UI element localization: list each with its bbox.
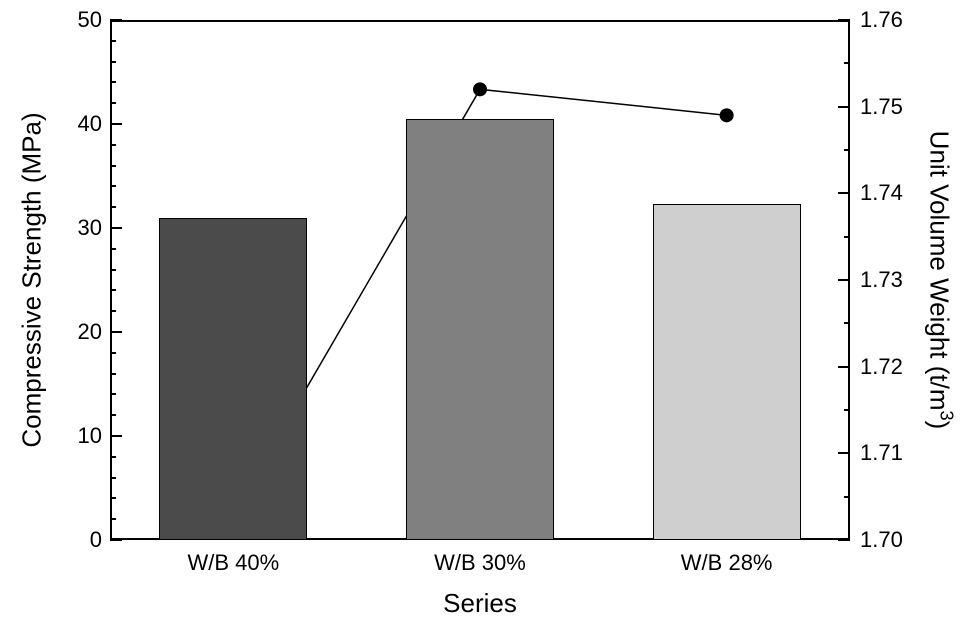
y-left-minor-tick: [110, 269, 116, 271]
y-left-major-tick: [110, 331, 122, 333]
y-left-tick-label: 0: [90, 527, 102, 553]
y-right-tick-label: 1.72: [860, 354, 903, 380]
y-left-minor-tick: [110, 310, 116, 312]
bar-0: [159, 218, 307, 540]
y-right-tick-label: 1.76: [860, 7, 903, 33]
x-tick-label: W/B 40%: [187, 550, 279, 576]
y-left-tick-label: 30: [78, 215, 102, 241]
y-left-major-tick: [110, 539, 122, 541]
y-left-minor-tick: [110, 393, 116, 395]
y-left-minor-tick: [110, 497, 116, 499]
y-left-major-tick: [110, 227, 122, 229]
y-left-minor-tick: [110, 40, 116, 42]
y-right-major-tick: [838, 539, 850, 541]
y-left-minor-tick: [110, 185, 116, 187]
y-right-tick-label: 1.71: [860, 440, 903, 466]
y-right-major-tick: [838, 19, 850, 21]
y-right-axis-title: Unit Volume Weight (t/m3): [924, 131, 957, 430]
y-right-major-tick: [838, 192, 850, 194]
y-right-minor-tick: [844, 62, 850, 64]
y-right-minor-tick: [844, 496, 850, 498]
y-left-tick-label: 50: [78, 7, 102, 33]
y-right-major-tick: [838, 452, 850, 454]
y-left-minor-tick: [110, 248, 116, 250]
y-left-minor-tick: [110, 518, 116, 520]
x-tick-label: W/B 28%: [681, 550, 773, 576]
y-right-major-tick: [838, 279, 850, 281]
y-left-minor-tick: [110, 165, 116, 167]
y-left-tick-label: 40: [78, 111, 102, 137]
y-right-major-tick: [838, 366, 850, 368]
bar-1: [406, 119, 554, 540]
y-left-minor-tick: [110, 373, 116, 375]
y-right-minor-tick: [844, 236, 850, 238]
y-left-axis-title: Compressive Strength (MPa): [17, 112, 48, 447]
y-left-minor-tick: [110, 352, 116, 354]
y-right-tick-label: 1.70: [860, 527, 903, 553]
y-left-minor-tick: [110, 102, 116, 104]
y-left-minor-tick: [110, 81, 116, 83]
y-left-minor-tick: [110, 414, 116, 416]
y-right-minor-tick: [844, 409, 850, 411]
y-left-minor-tick: [110, 206, 116, 208]
y-right-tick-label: 1.74: [860, 180, 903, 206]
x-tick-label: W/B 30%: [434, 550, 526, 576]
y-left-major-tick: [110, 19, 122, 21]
y-left-tick-label: 20: [78, 319, 102, 345]
y-right-minor-tick: [844, 322, 850, 324]
y-right-tick-label: 1.75: [860, 94, 903, 120]
y-left-minor-tick: [110, 456, 116, 458]
y-right-tick-label: 1.73: [860, 267, 903, 293]
bar-2: [653, 204, 801, 540]
y-left-minor-tick: [110, 61, 116, 63]
y-left-minor-tick: [110, 477, 116, 479]
y-left-major-tick: [110, 123, 122, 125]
y-right-major-tick: [838, 106, 850, 108]
y-left-minor-tick: [110, 289, 116, 291]
y-left-tick-label: 10: [78, 423, 102, 449]
y-right-minor-tick: [844, 149, 850, 151]
y-left-major-tick: [110, 435, 122, 437]
chart-canvas: Compressive Strength (MPa) Unit Volume W…: [0, 0, 964, 638]
y-left-minor-tick: [110, 144, 116, 146]
x-axis-title: Series: [443, 588, 517, 619]
